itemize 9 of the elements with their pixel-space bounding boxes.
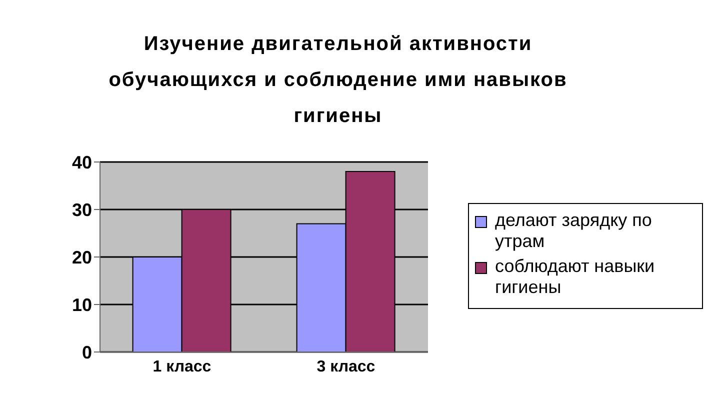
y-tick-label: 10 xyxy=(72,294,92,315)
y-tick-label: 30 xyxy=(72,200,92,220)
x-tick-label: 1 класс xyxy=(152,358,212,376)
y-tick-label: 20 xyxy=(72,247,92,268)
y-tick-label: 40 xyxy=(72,152,92,172)
x-tick-label: 3 класс xyxy=(316,358,376,376)
legend-label: соблюдают навыки гигиены xyxy=(495,256,656,298)
y-tick-label: 0 xyxy=(82,342,92,362)
chart-title: Изучение двигательной активности обучающихся и соблюдение ими навыков гигиены xyxy=(108,32,568,129)
